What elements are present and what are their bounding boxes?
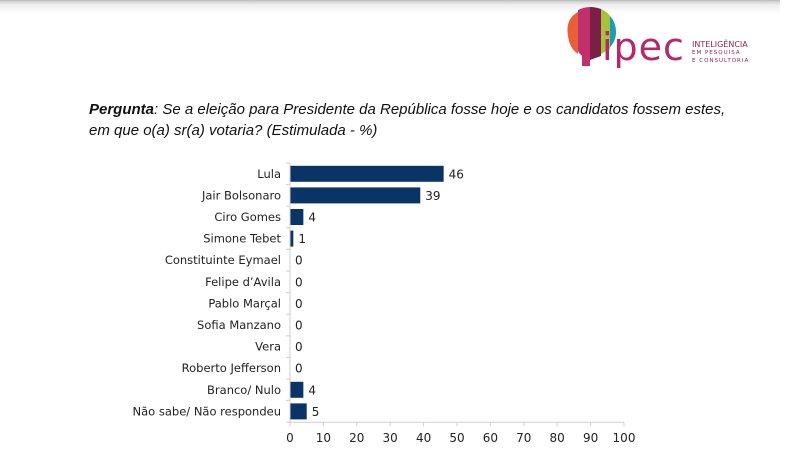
value-label: 5 xyxy=(312,405,320,419)
category-label: Não sabe/ Não respondeu xyxy=(133,404,281,418)
bar xyxy=(290,165,444,182)
category-label: Felipe d’Avila xyxy=(205,275,281,289)
category-label: Lula xyxy=(257,167,281,181)
x-tick-label: 90 xyxy=(583,431,598,445)
question-prefix: Pergunta xyxy=(89,101,155,118)
logo-word: ipec xyxy=(602,25,685,69)
x-axis-ticks-group: 0 10 20 30 40 50 60 70 80 90 100 xyxy=(286,422,635,445)
value-label: 0 xyxy=(295,275,303,289)
x-tick-label: 0 xyxy=(286,431,294,445)
y-axis-ticks-group xyxy=(286,162,290,423)
category-labels-group: Lula Jair Bolsonaro Ciro Gomes Simone Tebet… xyxy=(133,167,282,419)
category-label: Roberto Jefferson xyxy=(182,361,281,375)
logo-tagline-line-2: EM PESQUISA xyxy=(692,50,741,56)
x-tick-label: 70 xyxy=(516,431,531,445)
value-label: 46 xyxy=(449,167,464,181)
page-right-edge xyxy=(781,0,801,467)
question-text-line-2: em que o(a) sr(a) votaria? (Estimulada -… xyxy=(89,122,378,139)
value-label: 39 xyxy=(425,189,440,203)
value-label: 0 xyxy=(295,340,303,354)
value-label: 0 xyxy=(295,319,303,333)
category-label: Constituinte Eymael xyxy=(165,253,281,267)
x-tick-label: 100 xyxy=(613,431,636,445)
logo-tagline-line-1: INTELIGÊNCIA xyxy=(692,40,748,49)
logo-tagline: INTELIGÊNCIA EM PESQUISA E CONSULTORIA xyxy=(692,41,749,65)
category-label: Sofia Manzano xyxy=(197,318,281,332)
bar xyxy=(290,187,421,204)
bar xyxy=(290,230,294,247)
x-tick-label: 30 xyxy=(383,431,398,445)
value-label: 0 xyxy=(295,362,303,376)
value-label: 4 xyxy=(308,211,316,225)
category-label: Vera xyxy=(255,340,281,354)
x-tick-label: 20 xyxy=(349,431,364,445)
category-label: Ciro Gomes xyxy=(214,210,281,224)
category-label: Pablo Marçal xyxy=(208,296,281,310)
value-label: 4 xyxy=(308,383,316,397)
x-tick-label: 10 xyxy=(316,431,331,445)
bars-group xyxy=(290,165,444,420)
x-tick-label: 80 xyxy=(550,431,565,445)
x-tick-label: 40 xyxy=(416,431,431,445)
value-label: 0 xyxy=(295,254,303,268)
survey-question: Pergunta: Se a eleição para Presidente d… xyxy=(89,99,729,141)
value-label: 0 xyxy=(295,297,303,311)
ipec-logo-mark-icon xyxy=(567,7,616,66)
bar xyxy=(290,381,304,398)
value-label: 1 xyxy=(298,232,306,246)
category-label: Simone Tebet xyxy=(203,232,281,246)
category-label: Jair Bolsonaro xyxy=(201,188,281,202)
x-tick-label: 50 xyxy=(449,431,464,445)
bar xyxy=(290,209,304,225)
logo-tagline-line-3: E CONSULTORIA xyxy=(692,58,750,64)
bar xyxy=(290,403,307,420)
category-label: Branco/ Nulo xyxy=(207,383,281,397)
x-tick-label: 60 xyxy=(483,431,498,445)
question-text: : Se a eleição para Presidente da Repúbl… xyxy=(154,101,726,118)
